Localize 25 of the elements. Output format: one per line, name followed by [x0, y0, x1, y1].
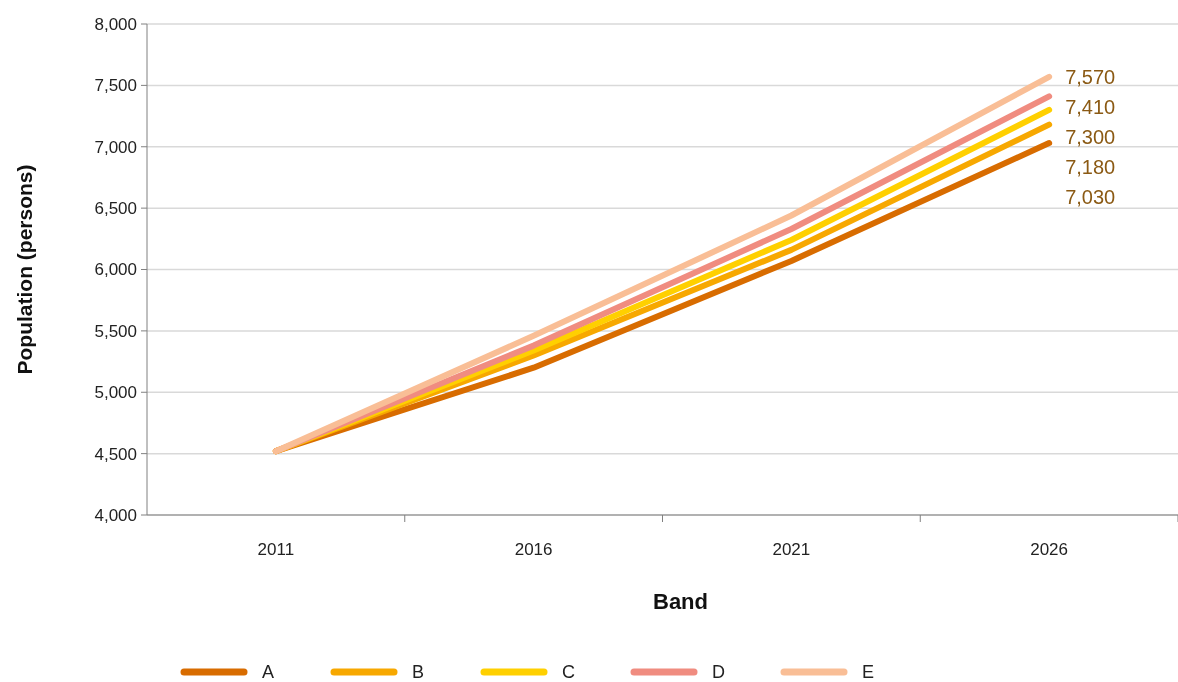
legend-label: C	[562, 662, 575, 682]
data-label: 7,410	[1065, 95, 1116, 118]
y-tick-label: 8,000	[94, 14, 137, 34]
x-tick-label: 2016	[514, 540, 553, 559]
x-axis-title: Band	[653, 589, 708, 614]
y-tick-label: 4,000	[94, 505, 137, 525]
legend-label: E	[862, 662, 875, 682]
y-axis-title: Population (persons)	[13, 164, 36, 375]
x-tick-label: 2011	[257, 540, 295, 559]
y-tick-label: 5,000	[94, 383, 137, 403]
x-tick-label: 2021	[772, 540, 811, 559]
y-tick-label: 5,500	[94, 321, 137, 341]
legend-label: D	[712, 662, 725, 682]
y-tick-label: 7,500	[94, 76, 137, 96]
y-tick-label: 4,500	[94, 444, 137, 464]
x-tick-label: 2026	[1030, 540, 1069, 559]
data-label: 7,030	[1065, 185, 1116, 208]
data-label: 7,570	[1065, 65, 1116, 88]
data-label: 7,180	[1065, 155, 1116, 178]
y-tick-label: 6,500	[94, 199, 137, 219]
legend-label: B	[412, 662, 425, 682]
legend-label: A	[262, 662, 275, 682]
data-label: 7,300	[1065, 125, 1116, 148]
y-tick-label: 7,000	[94, 137, 137, 157]
y-tick-label: 6,000	[94, 260, 137, 280]
